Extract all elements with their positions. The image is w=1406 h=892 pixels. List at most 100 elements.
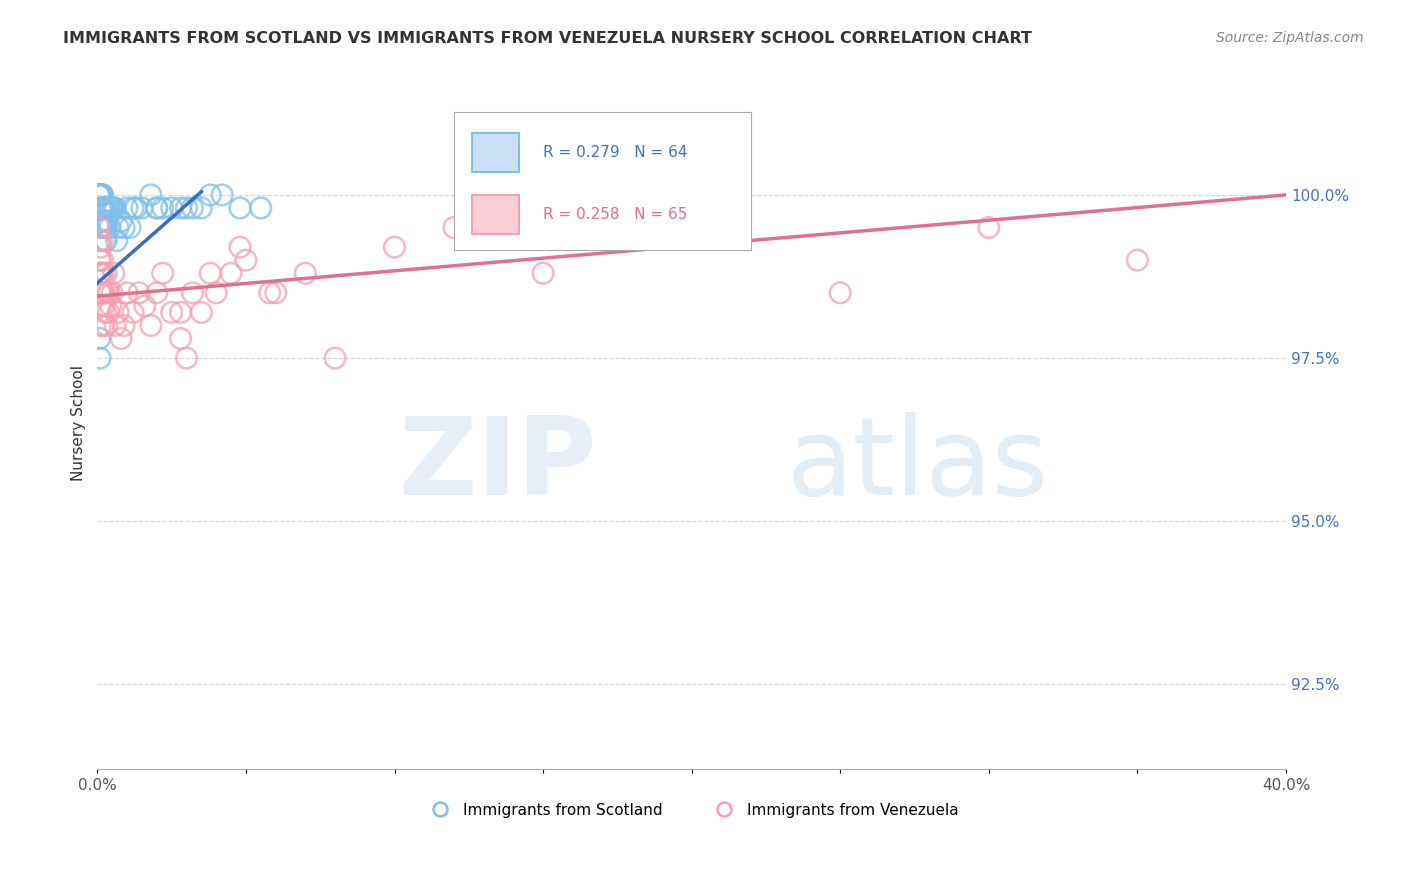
- Point: [90, 201, 112, 215]
- Point: [531, 266, 554, 280]
- Point: [90, 188, 112, 202]
- Point: [91, 201, 114, 215]
- Point: [90, 240, 112, 254]
- Point: [96, 318, 118, 333]
- Point: [89, 188, 111, 202]
- Point: [89, 188, 111, 202]
- Point: [89, 253, 111, 268]
- Point: [89, 253, 111, 268]
- Point: [259, 285, 281, 300]
- Point: [94, 214, 117, 228]
- Point: [89, 188, 111, 202]
- Point: [181, 285, 204, 300]
- Point: [93, 201, 115, 215]
- Point: [110, 214, 132, 228]
- Point: [89, 234, 111, 248]
- Point: [139, 188, 162, 202]
- Point: [176, 351, 198, 365]
- Point: [107, 220, 129, 235]
- Point: [205, 285, 228, 300]
- Point: [98, 285, 121, 300]
- Point: [152, 266, 174, 280]
- Point: [89, 266, 111, 280]
- Point: [89, 201, 111, 215]
- Point: [181, 201, 204, 215]
- Point: [384, 240, 406, 254]
- Point: [93, 266, 115, 280]
- Point: [1126, 253, 1149, 268]
- Point: [125, 201, 148, 215]
- Point: [152, 201, 174, 215]
- Point: [100, 299, 122, 313]
- Point: [93, 220, 115, 235]
- Point: [235, 253, 257, 268]
- Point: [294, 266, 316, 280]
- Point: [176, 201, 198, 215]
- Point: [169, 332, 191, 346]
- Point: [219, 266, 242, 280]
- Point: [87, 188, 110, 202]
- Point: [96, 234, 118, 248]
- Point: [91, 214, 114, 228]
- Point: [90, 285, 112, 300]
- Point: [139, 318, 162, 333]
- Point: [94, 234, 117, 248]
- Point: [87, 220, 110, 235]
- Point: [91, 201, 114, 215]
- Point: [97, 305, 120, 319]
- Point: [93, 299, 115, 313]
- Point: [104, 318, 127, 333]
- Point: [128, 285, 150, 300]
- Point: [98, 220, 121, 235]
- Point: [115, 285, 138, 300]
- Point: [89, 188, 111, 202]
- Point: [94, 220, 117, 235]
- Point: [830, 285, 852, 300]
- Point: [90, 188, 112, 202]
- Point: [115, 201, 138, 215]
- Point: [190, 201, 212, 215]
- Point: [229, 201, 252, 215]
- Point: [91, 318, 114, 333]
- Point: [200, 188, 222, 202]
- Point: [97, 214, 120, 228]
- Point: [977, 220, 1000, 235]
- Point: [90, 188, 112, 202]
- Point: [91, 201, 114, 215]
- Point: [146, 201, 169, 215]
- Point: [91, 188, 114, 202]
- Point: [89, 318, 111, 333]
- Point: [89, 285, 111, 300]
- Point: [90, 266, 112, 280]
- Point: [160, 201, 183, 215]
- Point: [89, 188, 111, 202]
- Legend: Immigrants from Scotland, Immigrants from Venezuela: Immigrants from Scotland, Immigrants fro…: [419, 797, 965, 824]
- Point: [89, 188, 111, 202]
- Point: [91, 285, 114, 300]
- Point: [131, 201, 153, 215]
- Point: [97, 285, 120, 300]
- Point: [249, 201, 271, 215]
- Point: [200, 266, 222, 280]
- Point: [323, 351, 346, 365]
- Point: [94, 285, 117, 300]
- Point: [229, 240, 252, 254]
- Point: [169, 201, 191, 215]
- Point: [134, 299, 156, 313]
- Point: [94, 305, 117, 319]
- Point: [160, 305, 183, 319]
- Point: [98, 201, 121, 215]
- Point: [110, 332, 132, 346]
- Point: [122, 305, 145, 319]
- Point: [90, 188, 112, 202]
- Point: [264, 285, 287, 300]
- Point: [96, 201, 118, 215]
- Point: [89, 351, 111, 365]
- Point: [90, 234, 112, 248]
- Y-axis label: Nursery School: Nursery School: [72, 366, 86, 482]
- Point: [211, 188, 233, 202]
- Point: [89, 285, 111, 300]
- Point: [91, 253, 114, 268]
- Point: [94, 201, 117, 215]
- Text: atlas: atlas: [787, 412, 1049, 518]
